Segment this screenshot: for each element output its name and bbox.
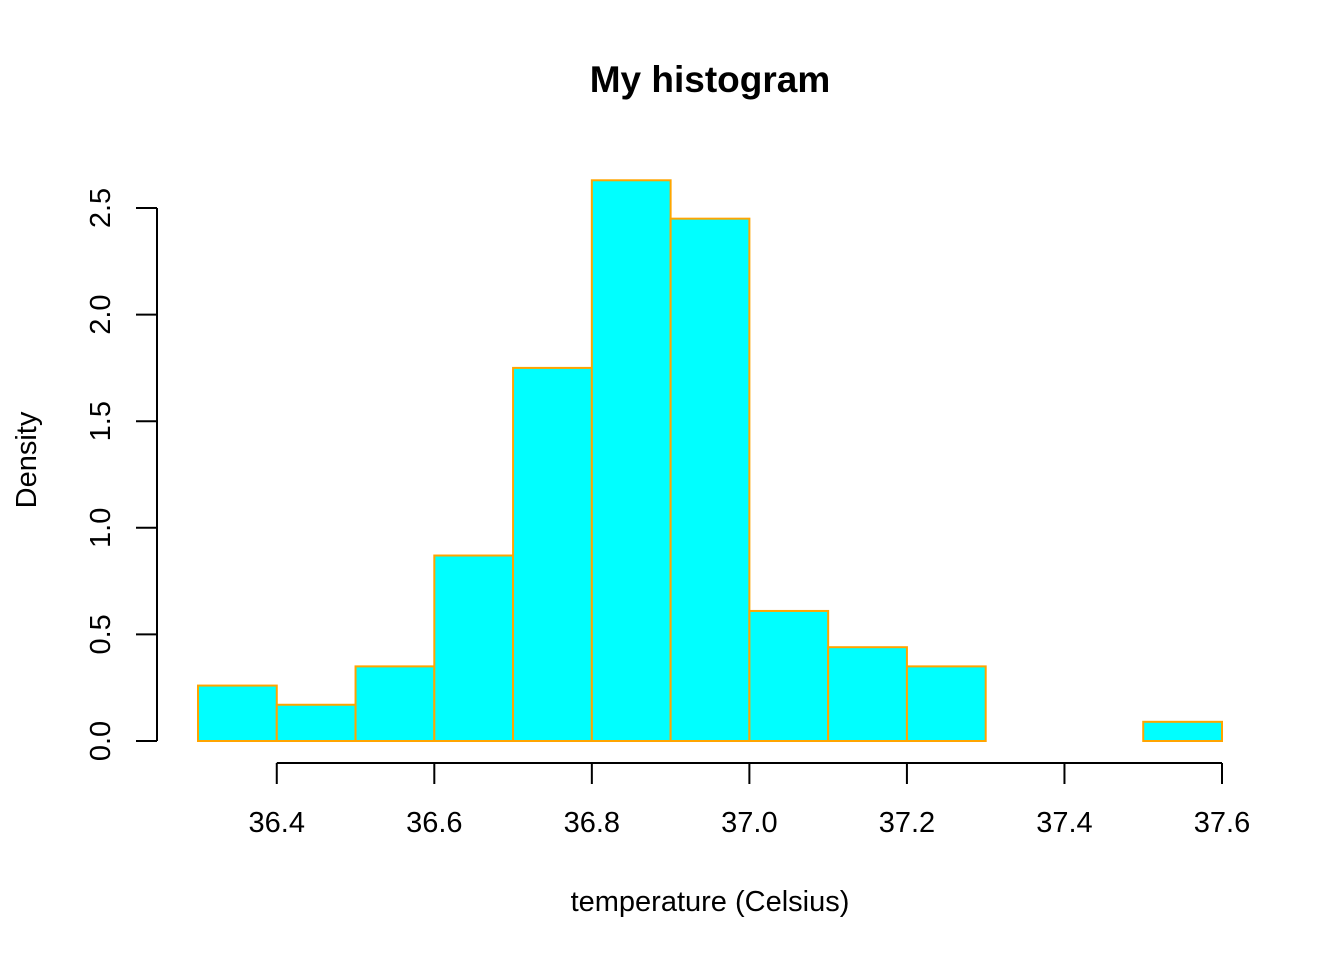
- y-axis-label: Density: [11, 411, 43, 508]
- histogram-bar: [748, 609, 830, 742]
- x-tick-label: 36.8: [564, 807, 620, 839]
- y-tick-label: 0.0: [85, 721, 117, 761]
- y-tick-label: 2.0: [85, 294, 117, 334]
- histogram-bar: [433, 554, 515, 742]
- histogram-bar: [1142, 720, 1223, 743]
- x-tick-label: 37.2: [879, 807, 935, 839]
- y-tick-label: 0.5: [85, 614, 117, 654]
- y-tick-label: 2.5: [85, 188, 117, 228]
- y-axis: 0.0 0.5 1.0 1.5 2.0 2.5: [85, 188, 158, 761]
- histogram-bar: [827, 646, 908, 743]
- x-tick-label: 37.6: [1194, 807, 1250, 839]
- histogram-bar: [512, 366, 593, 742]
- x-tick-label: 36.6: [406, 807, 462, 839]
- bars-group: [197, 179, 1223, 743]
- y-tick-label: 1.5: [85, 401, 117, 441]
- x-axis: 36.4 36.6 36.8 37.0 37.2 37.4 37.6: [249, 762, 1250, 839]
- x-tick-label: 36.4: [249, 807, 305, 839]
- y-tick-label: 1.0: [85, 508, 117, 548]
- x-tick-label: 37.4: [1036, 807, 1092, 839]
- histogram-bar: [669, 217, 751, 743]
- histogram-bar: [197, 684, 278, 742]
- chart-title: My histogram: [590, 59, 831, 100]
- x-axis-label: temperature (Celsius): [571, 886, 850, 918]
- histogram-bar: [275, 703, 357, 742]
- x-tick-label: 37.0: [721, 807, 777, 839]
- histogram-bar: [590, 179, 672, 742]
- histogram-bar: [905, 665, 987, 743]
- histogram-bar: [354, 665, 436, 743]
